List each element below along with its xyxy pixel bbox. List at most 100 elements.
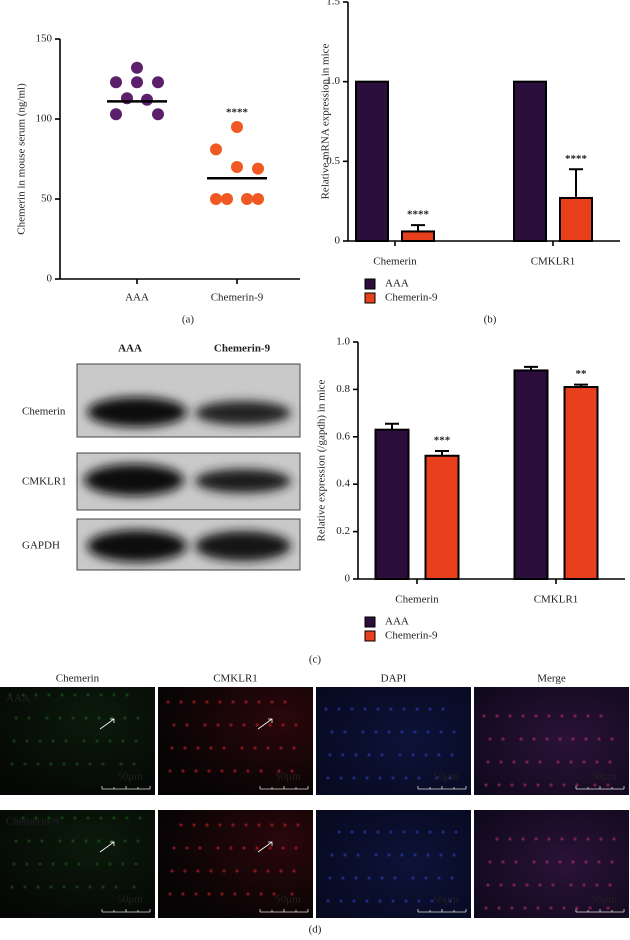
cell-signal (534, 714, 538, 718)
cell-signal (328, 876, 332, 880)
data-dot (152, 108, 164, 121)
cell-signal (71, 716, 75, 720)
cell-signal (170, 869, 174, 873)
cell-signal (196, 746, 200, 750)
cell-signal (378, 899, 382, 903)
cell-signal (612, 837, 616, 841)
cell-signal (545, 737, 549, 741)
cell-signal (547, 714, 551, 718)
cell-signal (25, 739, 29, 743)
cell-signal (283, 823, 287, 827)
cell-signal (259, 769, 263, 773)
cell-signal (549, 783, 553, 787)
scale-bar-label: 50μm (591, 771, 617, 783)
cell-signal (281, 723, 285, 727)
cell-signal (593, 783, 597, 787)
cell-signal (560, 714, 564, 718)
cell-signal (532, 860, 536, 864)
scale-bar (575, 909, 625, 913)
cell-signal (575, 783, 579, 787)
cell-signal (413, 730, 417, 734)
cell-signal (558, 860, 562, 864)
cell-signal (185, 723, 189, 727)
blot-row-label: CMKLR1 (22, 476, 67, 488)
cell-signal (343, 730, 347, 734)
cell-signal (119, 762, 123, 766)
cell-signal (582, 760, 586, 764)
cell-signal (402, 707, 406, 711)
cell-signal (266, 869, 270, 873)
error-bar (411, 224, 425, 232)
cell-signal (486, 883, 490, 887)
bar (401, 230, 435, 243)
bar (374, 428, 410, 580)
cell-signal (64, 739, 68, 743)
scale-bar-label: 50μm (433, 894, 459, 906)
cell-signal (350, 707, 354, 711)
cell-signal (257, 700, 261, 704)
cell-signal (21, 693, 25, 697)
cell-signal (400, 853, 404, 857)
cell-signal (25, 862, 29, 866)
cell-signal (599, 714, 603, 718)
cell-signal (14, 716, 18, 720)
cell-signal (428, 830, 432, 834)
cell-signal (508, 714, 512, 718)
y-tick-label: 150 (36, 33, 53, 45)
cell-signal (14, 839, 18, 843)
cell-signal (439, 853, 443, 857)
cell-signal (205, 700, 209, 704)
western-blot (76, 363, 301, 571)
cell-signal (281, 846, 285, 850)
cell-signal (391, 776, 395, 780)
cell-signal (179, 823, 183, 827)
error-bar (524, 365, 538, 371)
cell-signal (350, 830, 354, 834)
cell-signal (112, 816, 116, 820)
cell-signal (34, 816, 38, 820)
cell-signal (270, 700, 274, 704)
cell-signal (352, 776, 356, 780)
cell-signal (497, 783, 501, 787)
cell-signal (538, 883, 542, 887)
cell-signal (367, 876, 371, 880)
data-dot (231, 121, 243, 133)
cell-signal (575, 906, 579, 910)
cell-signal (277, 769, 281, 773)
cell-signal (166, 700, 170, 704)
cell-signal (253, 746, 257, 750)
cell-signal (253, 869, 257, 873)
x-tick-label: CMKLR1 (531, 256, 576, 268)
cell-signal (220, 769, 224, 773)
cell-signal (501, 737, 505, 741)
arrow (99, 841, 115, 853)
scale-bar (259, 786, 309, 790)
cell-signal (411, 876, 415, 880)
cell-signal (86, 693, 90, 697)
arrow (99, 718, 115, 730)
cell-signal (495, 714, 499, 718)
cell-signal (259, 892, 263, 896)
cell-signal (501, 860, 505, 864)
cell-signal (235, 869, 239, 873)
cell-signal (374, 730, 378, 734)
data-dot (241, 193, 253, 205)
cell-signal (610, 737, 614, 741)
cell-signal (266, 746, 270, 750)
cell-signal (597, 737, 601, 741)
y-tick-label: 1.0 (326, 75, 340, 87)
cell-signal (428, 707, 432, 711)
cell-signal (330, 853, 334, 857)
cell-signal (512, 760, 516, 764)
cell-signal (573, 714, 577, 718)
cell-signal (610, 860, 614, 864)
cell-signal (97, 716, 101, 720)
cell-signal (198, 846, 202, 850)
cell-signal (389, 830, 393, 834)
y-tick-label: 0.4 (336, 478, 350, 490)
cell-signal (510, 783, 514, 787)
cell-signal (181, 892, 185, 896)
cell-signal (216, 723, 220, 727)
cell-signal (209, 746, 213, 750)
bar (513, 80, 547, 242)
